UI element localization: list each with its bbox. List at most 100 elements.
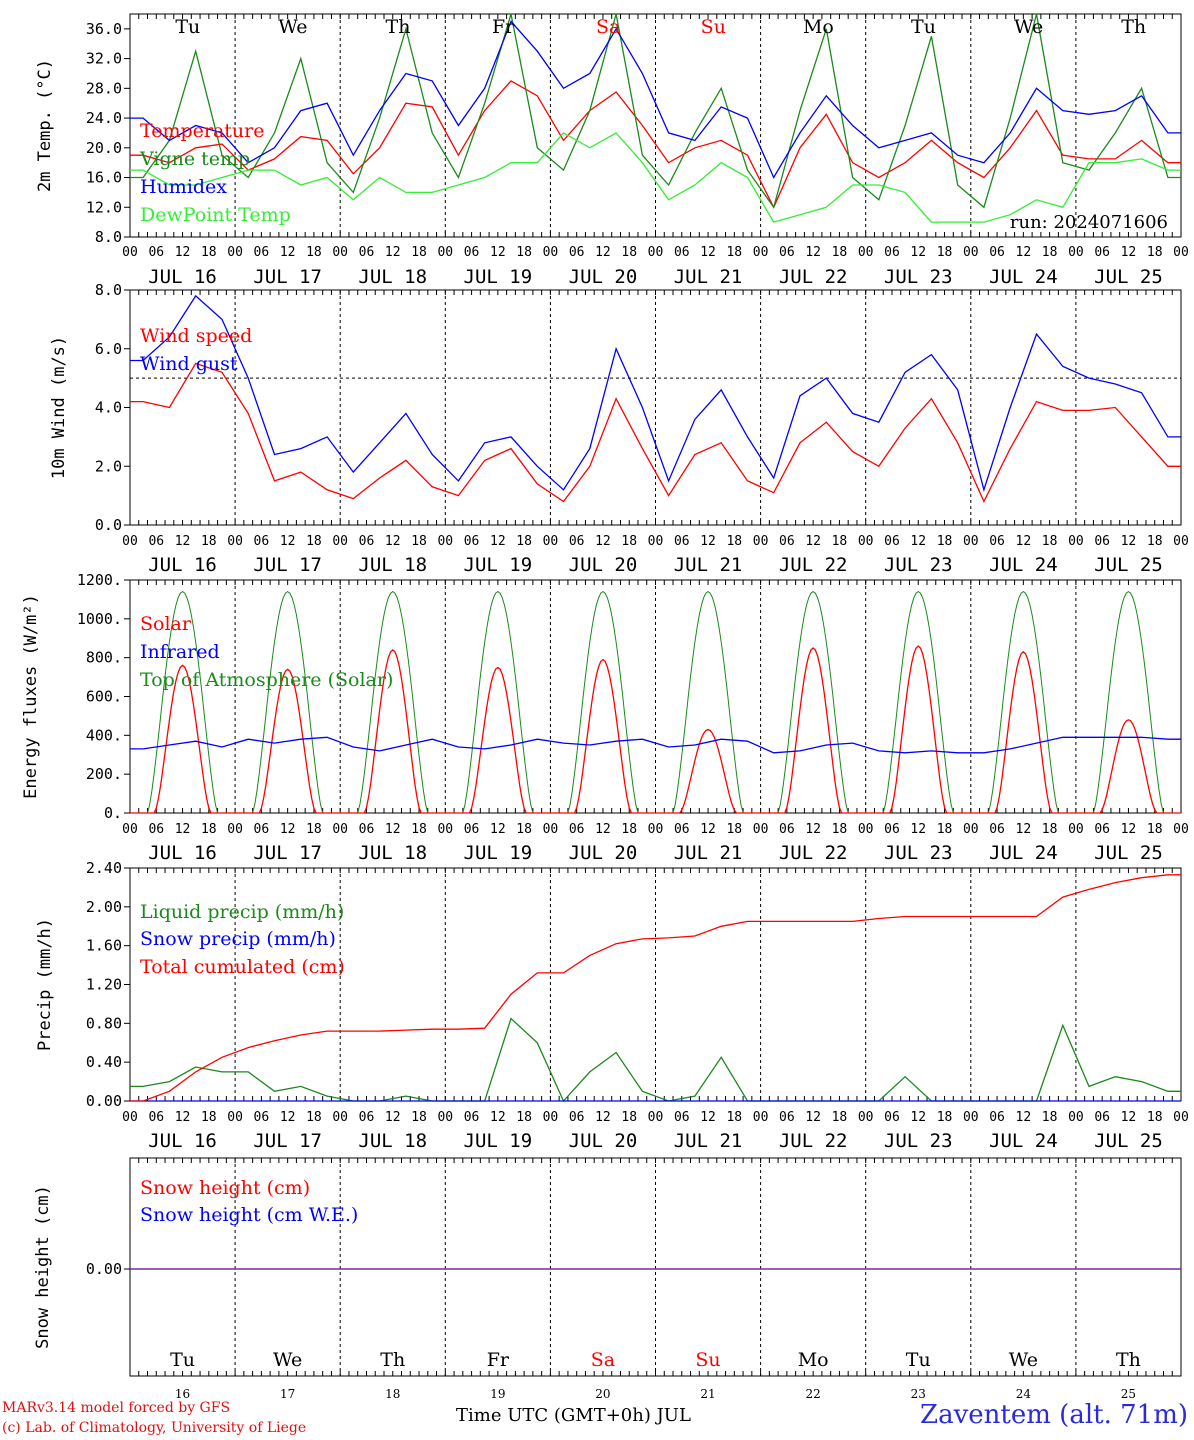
x-hour-label: 18 — [726, 822, 742, 837]
model-credit: MARv3.14 model forced by GFS — [2, 1400, 231, 1416]
legend-solar: Solar — [140, 613, 192, 635]
x-hour-label: 12 — [1121, 1110, 1137, 1125]
x-hour-label: 00 — [963, 534, 979, 549]
y-tick-label: 1.20 — [86, 976, 122, 994]
x-hour-label: 00 — [1068, 534, 1084, 549]
x-date-label: JUL 25 — [1094, 842, 1163, 864]
bottom-weekday-label: Fr — [487, 1349, 510, 1371]
x-hour-label: 00 — [753, 245, 769, 260]
x-hour-label: 18 — [832, 1110, 848, 1125]
top-weekday-label: We — [278, 16, 307, 38]
x-hour-label: 12 — [385, 534, 401, 549]
x-hour-label: 18 — [516, 822, 532, 837]
x-date-label: JUL 22 — [779, 842, 848, 864]
x-hour-label: 18 — [621, 534, 637, 549]
x-hour-label: 00 — [753, 1110, 769, 1125]
series-line-vigne-temp — [130, 13, 1181, 209]
x-date-label: JUL 17 — [253, 842, 322, 864]
bottom-day-number: 25 — [1121, 1387, 1136, 1401]
y-tick-label: 16.0 — [86, 169, 122, 187]
x-hour-label: 12 — [175, 1110, 191, 1125]
legend-infrared: Infrared — [140, 641, 220, 663]
x-hour-label: 06 — [254, 245, 270, 260]
y-axis-label: Precip (mm/h) — [35, 918, 55, 1051]
x-date-label: JUL 20 — [569, 842, 638, 864]
x-hour-label: 06 — [1094, 534, 1110, 549]
x-hour-label: 06 — [464, 245, 480, 260]
x-hour-label: 00 — [227, 1110, 243, 1125]
x-hour-label: 00 — [1173, 1110, 1189, 1125]
top-weekday-label: Fr — [492, 16, 515, 38]
x-hour-label: 06 — [464, 822, 480, 837]
run-label: run: 2024071606 — [1010, 212, 1168, 233]
y-tick-label: 6.0 — [95, 340, 122, 358]
x-hour-label: 06 — [148, 822, 164, 837]
x-date-label: JUL 23 — [884, 1130, 953, 1152]
x-date-label: JUL 16 — [148, 554, 217, 576]
top-weekday-label: Th — [1121, 16, 1146, 38]
x-hour-label: 18 — [937, 1110, 953, 1125]
x-date-label: JUL 18 — [358, 842, 427, 864]
x-hour-label: 18 — [832, 534, 848, 549]
x-hour-label: 12 — [700, 534, 716, 549]
series-line-dewpoint-temp — [130, 132, 1181, 223]
x-hour-label: 12 — [1016, 822, 1032, 837]
bottom-weekday-label: We — [1009, 1349, 1038, 1371]
x-hour-label: 18 — [306, 1110, 322, 1125]
x-hour-label: 00 — [1068, 822, 1084, 837]
x-hour-label: 18 — [201, 245, 217, 260]
top-weekday-label: Sa — [596, 16, 620, 38]
x-hour-label: 06 — [1094, 245, 1110, 260]
x-date-label: JUL 21 — [674, 554, 743, 576]
x-hour-label: 00 — [753, 534, 769, 549]
x-hour-label: 18 — [1042, 822, 1058, 837]
x-date-label: JUL 17 — [253, 266, 322, 288]
bottom-day-number: 16 — [175, 1387, 190, 1401]
x-date-label: JUL 24 — [989, 842, 1058, 864]
x-hour-label: 12 — [1121, 822, 1137, 837]
x-date-label: JUL 17 — [253, 1130, 322, 1152]
x-date-label: JUL 19 — [464, 554, 533, 576]
x-hour-label: 00 — [122, 534, 138, 549]
x-date-label: JUL 20 — [569, 554, 638, 576]
x-hour-label: 12 — [385, 822, 401, 837]
x-hour-label: 12 — [280, 534, 296, 549]
x-hour-label: 06 — [1094, 822, 1110, 837]
x-hour-label: 12 — [1016, 534, 1032, 549]
x-hour-label: 12 — [175, 534, 191, 549]
x-hour-label: 06 — [674, 534, 690, 549]
x-hour-label: 06 — [254, 534, 270, 549]
y-tick-label: 12.0 — [86, 198, 122, 216]
x-date-label: JUL 22 — [779, 1130, 848, 1152]
x-hour-label: 00 — [858, 534, 874, 549]
x-hour-label: 06 — [569, 534, 585, 549]
x-hour-label: 18 — [1042, 534, 1058, 549]
x-hour-label: 12 — [910, 822, 926, 837]
y-tick-label: 4.0 — [95, 399, 122, 417]
x-hour-label: 18 — [411, 245, 427, 260]
y-axis-label: 10m Wind (m/s) — [49, 336, 69, 479]
x-hour-label: 06 — [148, 534, 164, 549]
x-hour-label: 00 — [332, 245, 348, 260]
legend-wind-gust: Wind gust — [140, 353, 238, 375]
x-hour-label: 12 — [280, 1110, 296, 1125]
x-date-label: JUL 21 — [674, 1130, 743, 1152]
x-date-label: JUL 24 — [989, 554, 1058, 576]
y-tick-label: 400. — [86, 726, 122, 744]
legend-temperature: Temperature — [140, 120, 264, 142]
x-hour-label: 12 — [1016, 1110, 1032, 1125]
x-hour-label: 06 — [989, 822, 1005, 837]
bottom-weekday-label: Th — [1116, 1349, 1141, 1371]
y-tick-label: 2.00 — [86, 898, 122, 916]
x-hour-label: 18 — [201, 822, 217, 837]
x-hour-label: 12 — [595, 1110, 611, 1125]
bottom-day-number: 24 — [1016, 1387, 1032, 1401]
x-hour-label: 00 — [543, 245, 559, 260]
y-tick-label: 8.0 — [95, 281, 122, 299]
x-date-label: JUL 23 — [884, 842, 953, 864]
y-tick-label: 8.0 — [95, 228, 122, 246]
x-date-label: JUL 23 — [884, 266, 953, 288]
x-hour-label: 06 — [884, 822, 900, 837]
x-hour-label: 12 — [385, 1110, 401, 1125]
